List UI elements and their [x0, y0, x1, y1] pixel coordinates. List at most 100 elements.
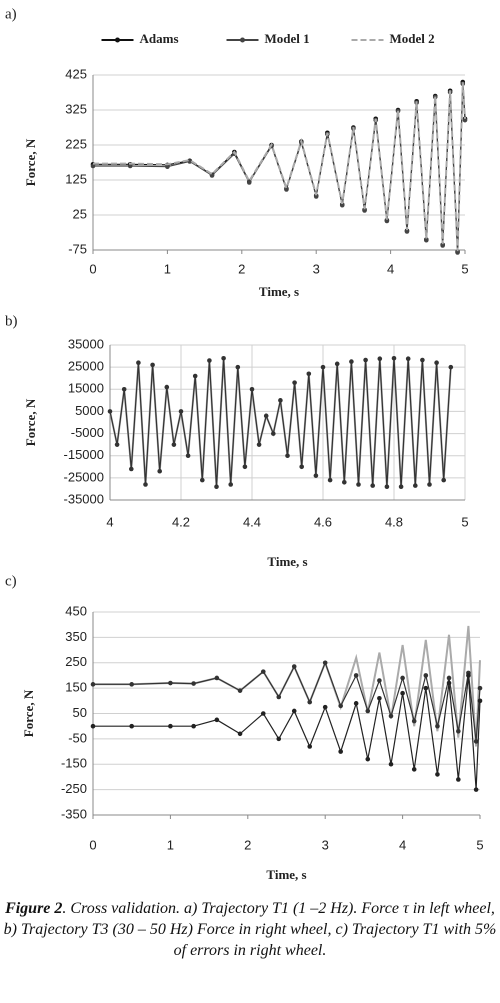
caption-text: . Cross validation. a) Trajectory T1 (1 … [3, 900, 497, 959]
y-tick-label: -25000 [64, 469, 104, 484]
y-tick-label: -150 [61, 756, 87, 771]
caption: Figure 2. Cross validation. a) Trajector… [0, 898, 500, 961]
data-point [427, 482, 432, 487]
x-tick-label: 1 [164, 261, 171, 276]
data-point [353, 701, 359, 706]
data-point [221, 355, 226, 361]
legend-marker [240, 37, 245, 43]
y-tick-label: -5000 [71, 425, 104, 440]
data-point [435, 723, 440, 729]
data-point [150, 362, 155, 368]
y-tick-label: 50 [73, 705, 87, 720]
data-point [307, 744, 313, 749]
data-point [313, 473, 319, 478]
y-axis-label: Force, N [23, 138, 38, 186]
y-tick-label: 450 [65, 603, 87, 618]
x-tick-label: 0 [89, 261, 96, 276]
panel-label: c) [5, 573, 17, 589]
data-point [462, 117, 468, 123]
data-point [420, 357, 425, 363]
data-point [168, 680, 173, 686]
x-tick-label: 3 [313, 261, 320, 276]
data-point [388, 761, 394, 767]
data-point [168, 723, 173, 729]
data-point [260, 669, 266, 674]
y-tick-label: 225 [65, 136, 87, 151]
y-tick-label: 425 [65, 66, 87, 81]
data-point [228, 482, 233, 487]
data-point [164, 384, 170, 390]
x-tick-label: 5 [461, 261, 468, 276]
data-point [320, 364, 326, 370]
y-tick-label: -15000 [64, 447, 104, 462]
data-point [338, 749, 343, 754]
data-point [291, 664, 297, 669]
data-point [362, 208, 367, 213]
data-point [313, 194, 319, 199]
data-point [260, 711, 266, 716]
data-point [322, 660, 328, 666]
data-point [306, 371, 312, 377]
data-point [391, 355, 397, 361]
data-point [171, 442, 177, 447]
data-point [384, 484, 390, 490]
data-point [292, 380, 297, 385]
data-point [349, 359, 354, 364]
data-point [446, 680, 452, 686]
data-point [377, 695, 382, 701]
x-tick-label: 4.2 [172, 514, 190, 529]
data-point [207, 358, 212, 363]
data-point [191, 681, 196, 686]
data-point [411, 767, 417, 772]
x-tick-label: 4 [399, 837, 406, 852]
data-point [165, 164, 170, 169]
data-point [338, 703, 343, 709]
data-point [136, 360, 141, 366]
data-point [143, 482, 148, 487]
y-tick-label: -35000 [64, 491, 104, 506]
data-point [342, 479, 347, 485]
panel-label: a) [5, 6, 17, 22]
series-line [109, 358, 452, 487]
data-point [466, 673, 471, 678]
y-axis-label: Force, N [23, 398, 38, 446]
data-point [365, 756, 371, 762]
data-point [327, 477, 333, 483]
legend-label: Adams [140, 31, 179, 46]
legend-label: Model 1 [265, 31, 310, 46]
data-point [365, 708, 371, 714]
data-point [356, 482, 361, 487]
data-point [448, 364, 454, 370]
data-point [334, 361, 340, 367]
data-point [477, 698, 483, 704]
data-point [249, 386, 255, 392]
data-point [214, 675, 220, 681]
y-tick-label: -50 [68, 730, 87, 745]
x-axis-label: Time, s [266, 867, 306, 882]
x-tick-label: 2 [238, 261, 245, 276]
x-tick-label: 2 [244, 837, 251, 852]
data-point [456, 728, 461, 734]
data-point [191, 723, 196, 729]
panel-label: b) [5, 313, 18, 329]
y-tick-label: 25 [73, 206, 87, 221]
data-point [455, 250, 460, 255]
data-point [185, 453, 191, 459]
data-point [441, 477, 447, 483]
data-point [90, 682, 96, 687]
y-tick-label: -350 [61, 806, 87, 821]
data-point [434, 360, 439, 366]
data-point [214, 484, 219, 490]
data-point [192, 373, 198, 379]
data-point [121, 386, 127, 392]
data-point [285, 453, 290, 459]
data-point [423, 685, 429, 691]
y-tick-label: 125 [65, 171, 87, 186]
data-point [291, 708, 297, 714]
data-point [90, 723, 96, 729]
data-point [129, 682, 134, 687]
data-point [413, 483, 418, 488]
data-point [107, 409, 113, 414]
x-tick-label: 5 [461, 514, 468, 529]
